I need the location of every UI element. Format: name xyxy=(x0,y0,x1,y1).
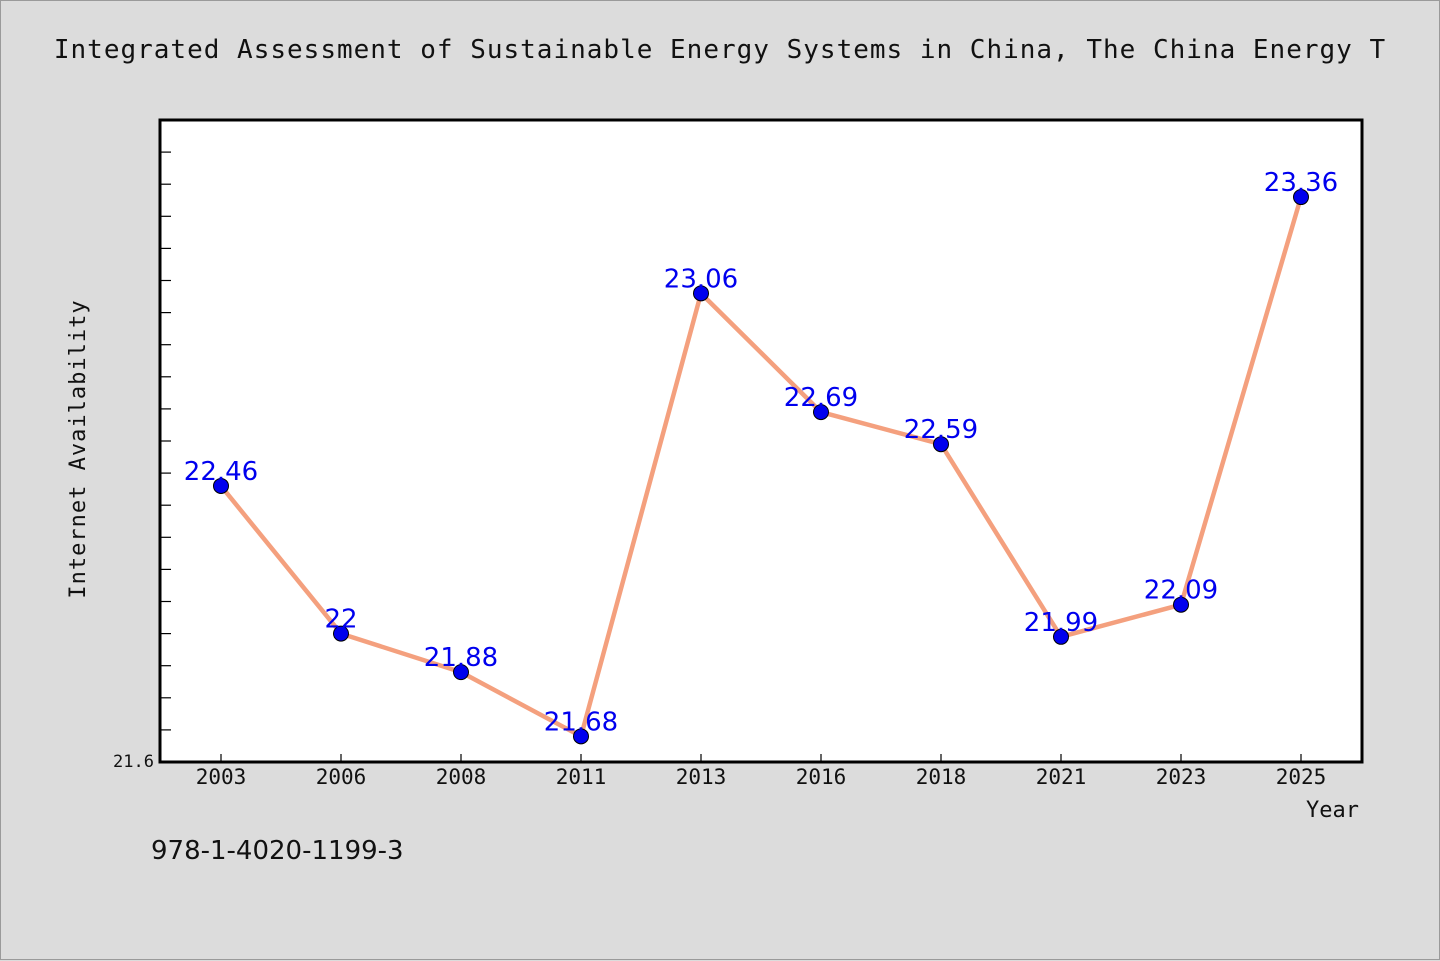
data-label: 21.88 xyxy=(424,643,498,673)
data-label: 22 xyxy=(324,605,357,635)
data-point xyxy=(213,477,229,494)
x-tick-label: 2011 xyxy=(556,765,607,789)
x-tick-label: 2023 xyxy=(1156,765,1207,789)
data-point xyxy=(813,404,829,421)
y-axis-ticks xyxy=(159,151,171,731)
x-tick-label: 2008 xyxy=(436,765,487,789)
series-line xyxy=(219,196,1304,739)
data-label: 22.46 xyxy=(184,457,258,487)
series-line-group xyxy=(219,196,1304,739)
data-point xyxy=(933,436,949,453)
x-axis-ticks: 2003 2006 2008 2011 2013 2016 2018 2021 2023 2025 xyxy=(196,754,1327,789)
data-label: 23.06 xyxy=(664,264,738,294)
data-point xyxy=(1293,189,1309,206)
data-label: 22.69 xyxy=(784,383,858,413)
y-axis-label: Internet Availability xyxy=(66,299,91,598)
x-tick-label: 2016 xyxy=(796,765,847,789)
x-axis-label: Year xyxy=(1306,798,1359,823)
data-point xyxy=(573,728,589,745)
x-tick-label: 2003 xyxy=(196,765,247,789)
x-tick-label: 2021 xyxy=(1036,765,1087,789)
x-tick-label: 2013 xyxy=(676,765,727,789)
x-tick-label: 2025 xyxy=(1276,765,1327,789)
data-point xyxy=(1173,596,1189,613)
data-label-group: 22.46 22 21.88 21.68 23.06 22.69 22.59 21.99 22.… xyxy=(184,168,1338,737)
data-point xyxy=(1053,628,1069,645)
footnote-isbn: 978-1-4020-1199-3 xyxy=(151,836,404,866)
marker-group xyxy=(213,189,1309,745)
y-tick-label: 21.6 xyxy=(113,752,154,772)
plot-area xyxy=(158,118,1364,764)
data-label: 22.09 xyxy=(1144,576,1218,606)
data-point xyxy=(333,625,349,642)
data-point xyxy=(693,285,709,302)
x-tick-label: 2018 xyxy=(916,765,967,789)
chart-title: Integrated Assessment of Sustainable Ene… xyxy=(53,35,1387,65)
data-label: 21.99 xyxy=(1024,608,1098,638)
data-label: 23.36 xyxy=(1264,168,1338,198)
data-point xyxy=(453,664,469,681)
x-tick-label: 2006 xyxy=(316,765,367,789)
data-label: 22.59 xyxy=(904,415,978,445)
data-label: 21.68 xyxy=(544,707,618,737)
